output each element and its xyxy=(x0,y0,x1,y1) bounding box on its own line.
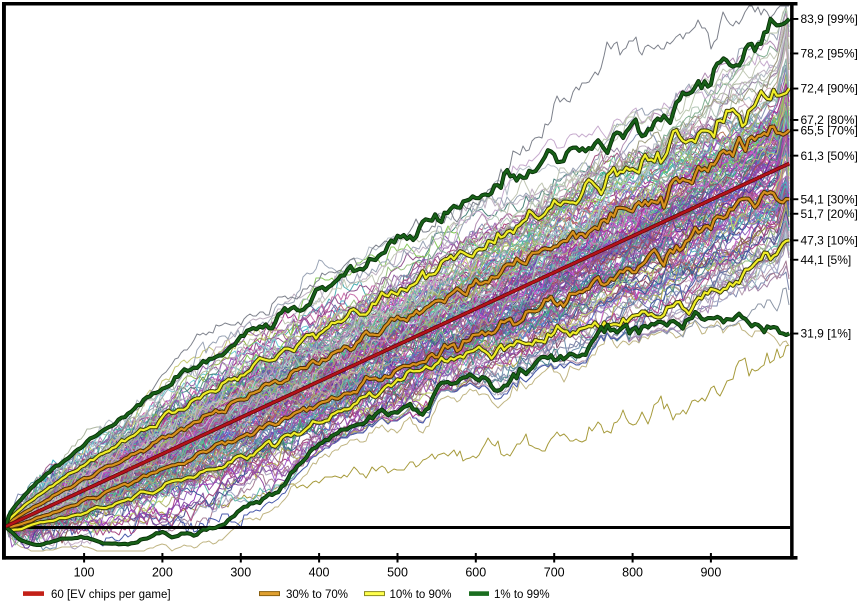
svg-text:83,9 [99%]: 83,9 [99%] xyxy=(801,12,857,26)
svg-text:900: 900 xyxy=(700,565,721,579)
svg-text:72,4 [90%]: 72,4 [90%] xyxy=(801,82,857,96)
svg-text:44,1 [5%]: 44,1 [5%] xyxy=(801,253,852,267)
svg-text:31,9 [1%]: 31,9 [1%] xyxy=(801,327,852,341)
svg-text:300: 300 xyxy=(230,565,251,579)
svg-text:200: 200 xyxy=(152,565,173,579)
svg-text:51,7 [20%]: 51,7 [20%] xyxy=(801,207,857,221)
svg-text:65,5 [70%]: 65,5 [70%] xyxy=(801,123,857,137)
svg-text:47,3 [10%]: 47,3 [10%] xyxy=(801,234,857,248)
svg-text:1% to 99%: 1% to 99% xyxy=(494,589,550,601)
svg-text:67,2 [80%]: 67,2 [80%] xyxy=(801,113,857,127)
svg-text:61,3 [50%]: 61,3 [50%] xyxy=(801,149,857,163)
svg-text:30% to 70%: 30% to 70% xyxy=(286,589,348,601)
svg-text:78,2 [95%]: 78,2 [95%] xyxy=(801,47,857,61)
svg-text:60 [EV chips per game]: 60 [EV chips per game] xyxy=(51,589,171,601)
svg-text:500: 500 xyxy=(387,565,408,579)
svg-text:54,1 [30%]: 54,1 [30%] xyxy=(801,192,857,206)
svg-text:700: 700 xyxy=(544,565,565,579)
svg-text:800: 800 xyxy=(622,565,643,579)
svg-text:600: 600 xyxy=(465,565,486,579)
svg-text:400: 400 xyxy=(309,565,330,579)
svg-text:10% to 90%: 10% to 90% xyxy=(390,589,452,601)
svg-text:100: 100 xyxy=(74,565,95,579)
